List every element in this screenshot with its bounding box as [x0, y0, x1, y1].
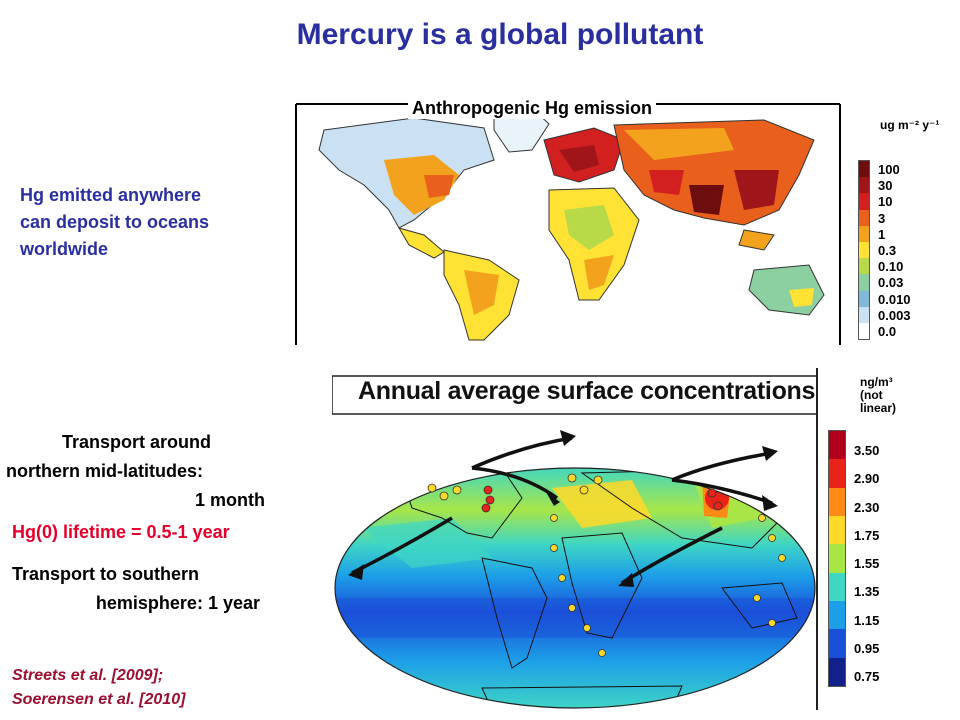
- scale-label: 0.95: [854, 641, 880, 657]
- emission-unit: ug m⁻² y⁻¹: [880, 118, 940, 132]
- colorbar-swatch: [829, 459, 845, 488]
- scale-label: 3.50: [854, 443, 880, 458]
- colorbar-swatch: [859, 209, 869, 226]
- deposition-text: Hg emitted anywhere can deposit to ocean…: [20, 182, 209, 263]
- scale-label: 0.0: [878, 323, 897, 339]
- colorbar-swatch: [859, 225, 869, 242]
- concentration-colorbar: [828, 430, 846, 687]
- colorbar-swatch: [829, 572, 845, 601]
- concentration-unit: ng/m³ (not linear): [860, 376, 896, 415]
- concentration-map: [332, 368, 818, 710]
- unit-line: linear): [860, 401, 897, 415]
- colorbar-swatch: [829, 431, 845, 460]
- colorbar-swatch: [859, 177, 869, 194]
- unit-line: (not: [860, 388, 883, 402]
- concentration-panel: Annual average surface concentrations: [332, 368, 818, 710]
- scale-label: 10: [878, 194, 893, 210]
- lifetime-text: Hg(0) lifetime = 0.5-1 year: [12, 522, 230, 542]
- deposition-line: Hg emitted anywhere: [20, 185, 202, 205]
- deposition-line: can deposit to oceans: [20, 212, 210, 232]
- emission-scale-labels: 100 30 10 3 1 0.3 0.10 0.03 0.010 0.003 …: [878, 163, 911, 341]
- scale-label: 2.30: [854, 499, 880, 515]
- scale-label: 1.55: [854, 556, 880, 572]
- scale-label: 2.90: [854, 471, 880, 487]
- emission-map-title: Anthropogenic Hg emission: [408, 98, 657, 119]
- colorbar-swatch: [859, 274, 869, 291]
- colorbar-swatch: [859, 290, 869, 307]
- scale-label: 1.35: [854, 584, 880, 600]
- concentration-map-title: Annual average surface concentrations: [358, 377, 816, 405]
- emission-map: [294, 100, 842, 345]
- scale-label: 1.75: [854, 527, 880, 543]
- colorbar-swatch: [859, 306, 869, 323]
- citations: Streets et al. [2009]; Soerensen et al. …: [12, 664, 185, 712]
- transport-north-line: northern mid-latitudes:: [6, 461, 203, 481]
- scale-label: 100: [878, 162, 900, 177]
- citation-line: Soerensen et al. [2010]: [12, 691, 186, 708]
- colorbar-swatch: [859, 241, 869, 259]
- emission-colorbar: [858, 160, 870, 340]
- colorbar-swatch: [859, 193, 869, 210]
- colorbar-swatch: [829, 600, 845, 630]
- deposition-line: worldwide: [20, 239, 109, 259]
- scale-label: 30: [878, 178, 893, 194]
- transport-north-text: Transport around northern mid-latitudes:…: [0, 428, 265, 515]
- scale-label: 3: [878, 210, 886, 226]
- unit-line: ng/m³: [860, 375, 893, 389]
- citation-line: Streets et al. [2009];: [12, 667, 164, 684]
- page-title: Mercury is a global pollutant: [296, 18, 704, 51]
- colorbar-swatch: [829, 657, 845, 686]
- scale-label: 0.03: [878, 275, 904, 291]
- colorbar-swatch: [859, 258, 869, 275]
- scale-label: 1: [878, 226, 886, 242]
- colorbar-swatch: [859, 322, 869, 340]
- scale-label: 0.010: [878, 291, 911, 307]
- scale-label: 0.75: [854, 669, 880, 685]
- scale-label: 1.15: [854, 612, 880, 628]
- colorbar-swatch: [829, 515, 845, 545]
- transport-south-line: Transport to southern: [12, 564, 200, 584]
- colorbar-swatch: [829, 487, 845, 516]
- colorbar-swatch: [829, 544, 845, 573]
- scale-label: 0.003: [878, 307, 911, 323]
- concentration-scale-labels: 3.50 2.90 2.30 1.75 1.55 1.35 1.15 0.95 …: [854, 444, 879, 699]
- colorbar-swatch: [829, 629, 845, 658]
- transport-north-line: Transport around: [62, 432, 212, 452]
- transport-south-text: Transport to southern hemisphere: 1 year: [0, 560, 260, 618]
- transport-south-line: hemisphere: 1 year: [95, 593, 260, 613]
- scale-label: 0.10: [878, 259, 904, 275]
- colorbar-swatch: [859, 161, 869, 178]
- transport-north-line: 1 month: [195, 490, 265, 510]
- scale-label: 0.3: [878, 242, 897, 258]
